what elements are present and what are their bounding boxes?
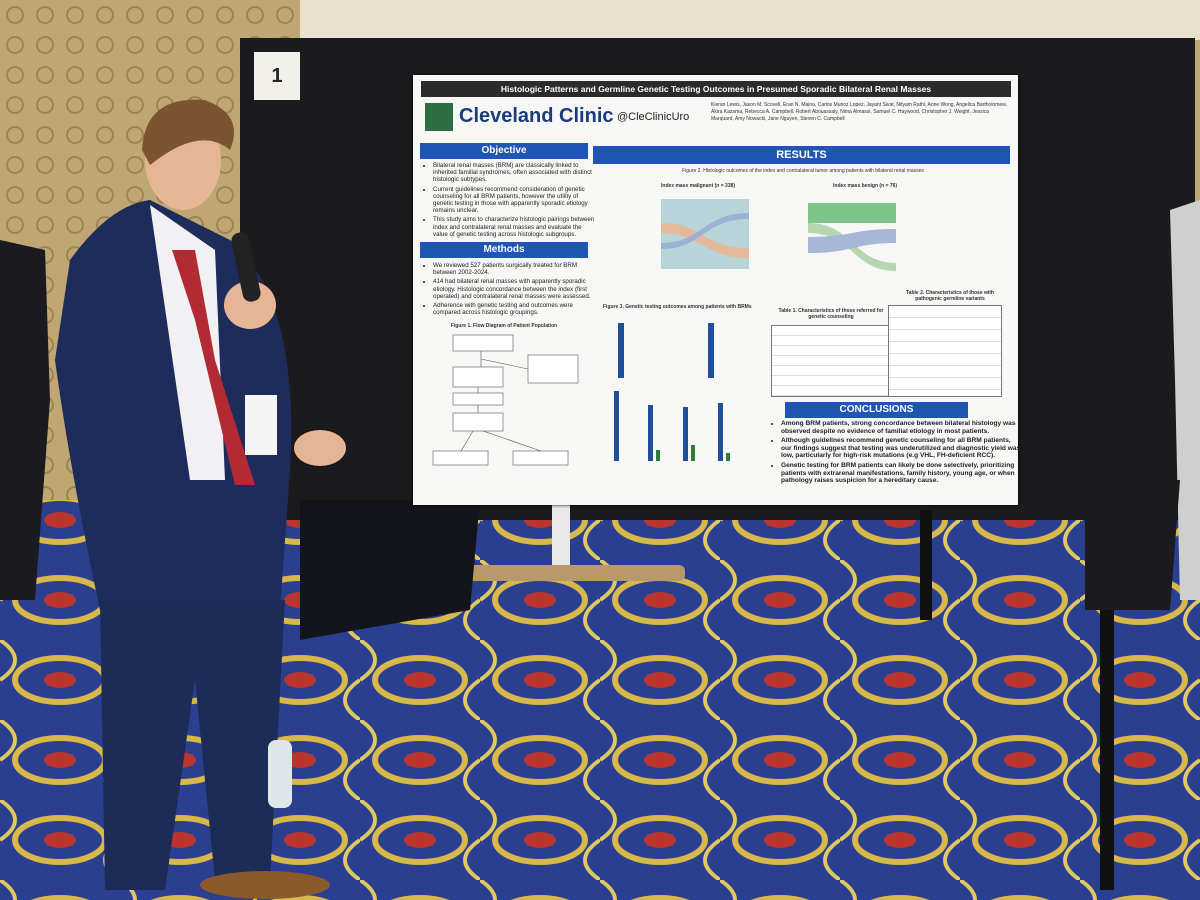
board-number-card [254, 52, 300, 100]
table-1 [771, 325, 891, 397]
section-heading: Methods [420, 242, 588, 258]
bullet: Current guidelines recommend considerati… [433, 186, 595, 215]
section-heading: RESULTS [593, 146, 1010, 164]
methods-list: We reviewed 527 patients surgically trea… [423, 262, 595, 318]
board-number: 1 [271, 65, 283, 87]
bullet: Bilateral renal masses (BRM) are classic… [433, 162, 595, 184]
genetic-testing-charts [614, 323, 730, 461]
authors: Kieran Lewis, Jason M. Scovell, Eran N. … [711, 102, 1007, 122]
figure-title: Figure 2. Histologic outcomes of the ind… [682, 168, 924, 174]
presenter-trousers [100, 600, 285, 890]
presenter-hand [224, 281, 276, 329]
poster-tube [420, 565, 685, 581]
bullet: 414 had bilateral renal masses with appa… [433, 278, 595, 300]
objective-list: Bilateral renal masses (BRM) are classic… [423, 162, 595, 240]
ceiling [300, 0, 1200, 40]
figure-title: Figure 1. Flow Diagram of Patient Popula… [450, 323, 558, 329]
poster-title: Histologic Patterns and Germline Genetic… [421, 81, 1011, 97]
water-bottle [268, 740, 292, 808]
section-heading: CONCLUSIONS [785, 402, 968, 418]
board-leg [920, 510, 932, 620]
poster: Histologic Patterns and Germline Genetic… [413, 75, 1021, 505]
table-2 [888, 305, 1002, 397]
sankey-diagrams [661, 199, 896, 271]
table-title: Table 1. Characteristics of those referr… [778, 308, 884, 320]
bystander [0, 240, 50, 600]
bystander [1170, 200, 1200, 600]
table-title: Table 2. Characteristics of those with p… [906, 290, 994, 302]
tube-stand [552, 505, 570, 565]
presenter-tie [172, 250, 255, 485]
bullet: Genetic testing for BRM patients can lik… [781, 462, 1021, 485]
flow-diagram [432, 334, 579, 466]
presenter-shoe [200, 871, 330, 899]
bullet: Although guidelines recommend genetic co… [781, 437, 1021, 460]
figure-title: Figure 3. Genetic testing outcomes among… [603, 304, 752, 310]
name-badge [245, 395, 277, 455]
bystander [1085, 480, 1180, 610]
bullet: We reviewed 527 patients surgically trea… [433, 262, 595, 276]
conclusions-list: Among BRM patients, strong concordance b… [771, 420, 1021, 487]
presenter-hair [142, 99, 235, 165]
bullet: This study aims to characterize histolog… [433, 216, 595, 238]
twitter-handle: @CleClinicUro [617, 111, 690, 123]
presenter-shirt [150, 205, 225, 480]
section-heading: Objective [420, 143, 588, 159]
microphone [231, 232, 261, 302]
bystanders-legs [300, 500, 480, 640]
institution: Cleveland Clinic [459, 105, 614, 127]
presenter-hand [294, 430, 346, 466]
bullet: Adherence with genetic testing and outco… [433, 302, 595, 316]
bullet: Among BRM patients, strong concordance b… [781, 420, 1021, 435]
panel-title: Index mass benign (n = 76) [833, 183, 898, 189]
panel-title: Index mass malignant (n = 338) [661, 183, 736, 189]
clinic-logo [425, 103, 453, 131]
